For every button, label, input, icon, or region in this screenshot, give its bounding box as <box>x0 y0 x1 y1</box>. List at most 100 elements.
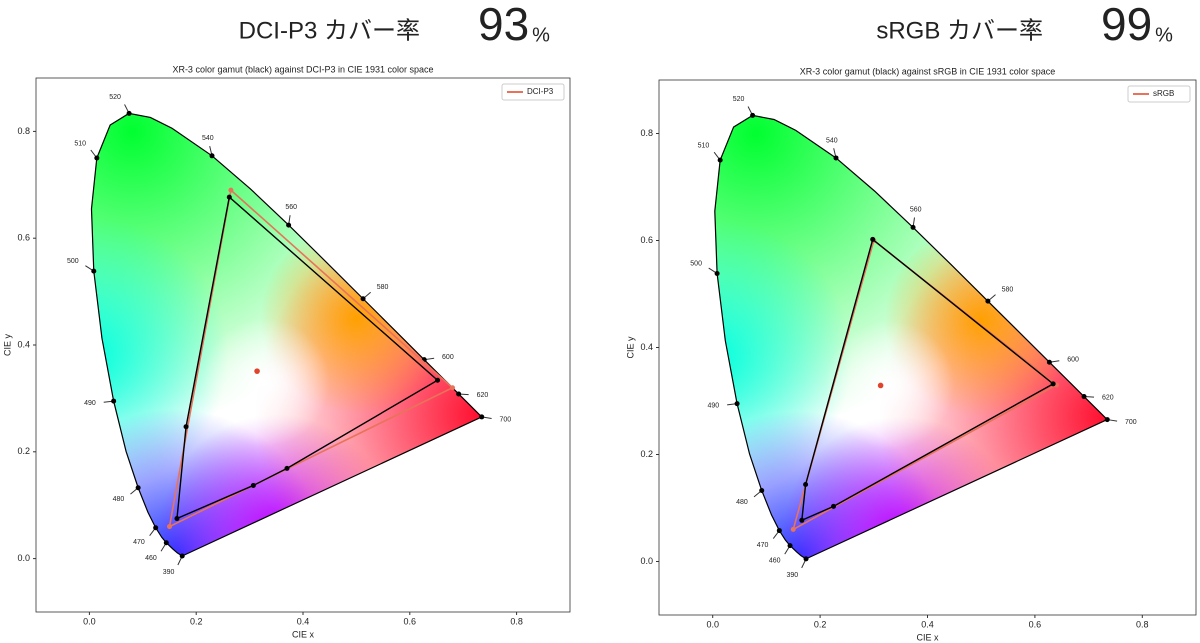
locus-label: 520 <box>733 96 745 103</box>
x-tick-label: 0.8 <box>510 616 523 626</box>
locus-label: 540 <box>202 135 214 142</box>
locus-label: 540 <box>826 137 838 144</box>
locus-point <box>135 485 141 491</box>
gamut-fill <box>714 115 1108 559</box>
locus-label: 560 <box>910 206 922 213</box>
locus-point <box>787 543 793 549</box>
measured-gamut-point <box>284 465 290 471</box>
measured-gamut-point <box>250 482 256 488</box>
locus-label: 500 <box>67 258 79 265</box>
reference-gamut-point <box>167 524 172 530</box>
x-tick-label: 0.6 <box>1029 619 1042 629</box>
locus-label: 700 <box>1125 419 1137 426</box>
x-tick-label: 0.2 <box>814 619 827 629</box>
measured-gamut-point <box>435 377 441 383</box>
locus-label: 510 <box>698 143 710 150</box>
locus-label: 460 <box>145 555 157 562</box>
legend-label: sRGB <box>1153 89 1174 98</box>
locus-label: 580 <box>377 284 389 291</box>
locus-label: 510 <box>74 140 86 147</box>
y-tick-label: 0.2 <box>640 449 653 459</box>
coverage-unit: % <box>1155 24 1173 46</box>
y-tick-label: 0.4 <box>640 342 653 352</box>
chart-title: XR-3 color gamut (black) against sRGB in… <box>800 66 1056 76</box>
x-axis-label: CIE x <box>916 632 939 642</box>
x-tick-label: 0.2 <box>190 616 203 626</box>
measured-gamut <box>801 238 1055 522</box>
y-tick-label: 0.0 <box>17 553 30 563</box>
white-point <box>877 382 884 389</box>
measured-gamut-point <box>1050 381 1056 387</box>
measured-gamut-point <box>831 503 837 509</box>
y-tick-label: 0.8 <box>17 126 30 136</box>
locus-point <box>126 110 132 116</box>
measured-gamut-point <box>183 424 189 430</box>
locus-label: 600 <box>1067 357 1079 364</box>
locus-point <box>163 540 169 546</box>
y-tick-label: 0.0 <box>640 556 653 566</box>
y-tick-label: 0.4 <box>17 339 30 349</box>
locus-point <box>179 553 185 559</box>
locus-label: 490 <box>708 403 720 410</box>
coverage-unit: % <box>532 24 550 46</box>
locus-label: 460 <box>769 558 781 565</box>
gamut-fill <box>91 113 482 556</box>
legend-box <box>1127 85 1191 103</box>
axes-frame <box>35 77 571 613</box>
locus-point <box>714 270 720 276</box>
locus-point <box>1104 417 1110 423</box>
locus-label: 500 <box>690 261 702 268</box>
x-tick-label: 0.8 <box>1136 619 1149 629</box>
locus-label: 580 <box>1002 286 1014 293</box>
locus-point <box>1081 394 1087 400</box>
x-tick-label: 0.4 <box>297 616 310 626</box>
measured-gamut-point <box>803 481 809 487</box>
locus-label: 470 <box>757 542 769 549</box>
locus-label: 480 <box>113 496 125 503</box>
locus-point <box>286 222 292 228</box>
legend-label: DCI-P3 <box>527 87 554 96</box>
x-tick-label: 0.0 <box>706 619 719 629</box>
heading: DCI-P3 カバー率 <box>239 17 420 44</box>
locus-point <box>209 153 215 159</box>
locus-label: 620 <box>1102 394 1114 401</box>
y-tick-label: 0.6 <box>640 235 653 245</box>
locus-point <box>94 155 100 161</box>
locus-point <box>750 112 756 118</box>
chart-title: XR-3 color gamut (black) against DCI-P3 … <box>172 64 433 74</box>
heading: sRGB カバー率 <box>876 17 1043 44</box>
locus-label: 390 <box>163 569 175 576</box>
locus-label: 490 <box>84 400 96 407</box>
reference-gamut-point <box>790 526 796 532</box>
y-tick-label: 0.6 <box>17 233 30 243</box>
measured-gamut-point <box>870 236 876 242</box>
locus-point <box>776 528 782 534</box>
locus-point <box>360 296 366 302</box>
legend-box <box>501 83 565 101</box>
measured-gamut-point <box>226 194 232 200</box>
measured-gamut-point <box>799 517 805 523</box>
locus-point <box>803 556 809 562</box>
locus-point <box>1046 359 1052 365</box>
locus-point <box>456 391 462 397</box>
locus-point <box>985 298 991 304</box>
x-tick-label: 0.4 <box>921 619 934 629</box>
locus-point <box>833 155 839 161</box>
x-axis-label: CIE x <box>292 629 315 639</box>
axes-frame <box>658 79 1197 616</box>
reference-gamut <box>168 188 454 528</box>
y-axis-label: CIE y <box>2 334 12 357</box>
white-point <box>254 368 260 374</box>
locus-point <box>479 414 485 420</box>
locus-label: 390 <box>787 572 799 579</box>
locus-label: 480 <box>736 499 748 506</box>
y-tick-label: 0.8 <box>640 128 653 138</box>
locus-point <box>910 224 916 230</box>
locus-label: 560 <box>285 204 297 211</box>
locus-label: 520 <box>109 94 121 101</box>
coverage: 93 <box>478 0 529 50</box>
y-tick-label: 0.2 <box>17 446 30 456</box>
x-tick-label: 0.0 <box>83 616 96 626</box>
locus-label: 620 <box>477 392 489 399</box>
locus-label: 700 <box>500 417 512 424</box>
